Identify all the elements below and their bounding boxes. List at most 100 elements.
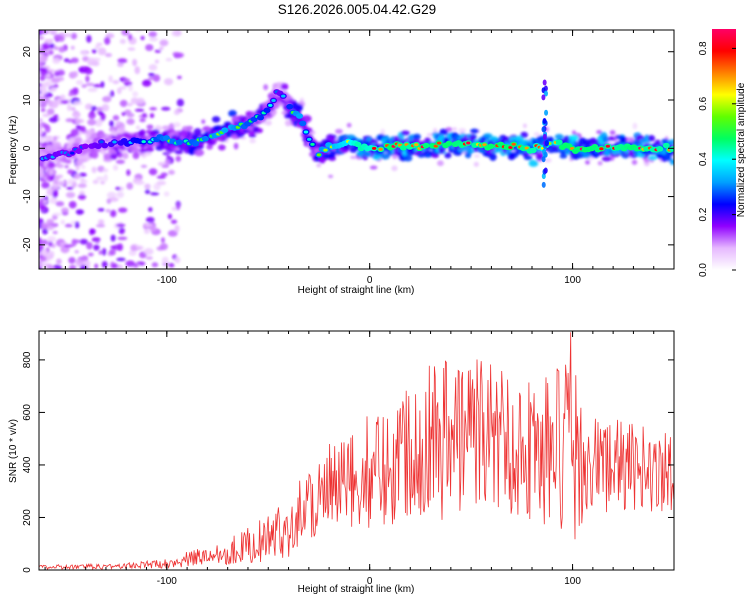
heatmap-noise-blob	[597, 161, 603, 166]
heatmap-spike-blob	[543, 151, 548, 158]
heatmap-noise-blob	[40, 249, 49, 256]
heatmap-ridge-halo	[523, 155, 533, 161]
heatmap-noise-blob	[159, 243, 168, 251]
heatmap-noise-blob	[335, 128, 343, 134]
snr-series-line	[39, 332, 674, 570]
heatmap-noise-blob	[533, 132, 540, 137]
heatmap-noise-blob	[52, 212, 62, 216]
heatmap-ridge-peak	[141, 140, 146, 144]
heatmap-noise-blob	[380, 128, 386, 136]
heatmap-noise-blob	[134, 108, 145, 112]
snr-y-label: SNR (10 * v/v)	[8, 419, 19, 483]
heatmap-ridge-cell	[662, 142, 670, 149]
heatmap-noise-blob	[134, 66, 141, 75]
colorbar-ticks: 0.0 0.2 0.4 0.6 0.8	[698, 41, 736, 277]
heatmap-noise-blob	[148, 72, 155, 77]
heatmap-noise-blob	[148, 207, 153, 212]
heatmap-noise-blob	[50, 87, 57, 92]
heatmap-noise-blob	[115, 223, 126, 228]
heatmap-ridge-halo	[439, 128, 448, 136]
heatmap-ridge-peak	[436, 141, 442, 145]
spectrogram-y-tick-label: 10	[22, 94, 33, 106]
heatmap-noise-blob	[543, 158, 552, 163]
heatmap-ridge-peak	[466, 141, 471, 145]
heatmap-noise-blob	[110, 245, 116, 249]
heatmap-noise-blob	[39, 75, 46, 81]
heatmap-noise-blob	[91, 237, 101, 242]
heatmap-noise-blob	[167, 213, 173, 220]
heatmap-noise-blob	[145, 216, 155, 223]
heatmap-noise-blob	[149, 224, 157, 232]
heatmap-noise-blob	[72, 70, 79, 78]
heatmap-noise-blob	[126, 182, 134, 190]
heatmap-noise-blob	[80, 179, 88, 184]
heatmap-noise-blob	[60, 99, 69, 104]
heatmap-ridge-halo	[444, 152, 452, 159]
heatmap-noise-blob	[148, 76, 156, 81]
spectrogram-y-tick-label: -20	[22, 237, 33, 252]
heatmap-noise-blob	[39, 255, 47, 262]
heatmap-noise-blob	[84, 67, 93, 75]
heatmap-ridge-cell	[669, 146, 674, 152]
heatmap-noise-blob	[145, 44, 154, 51]
heatmap-noise-blob	[52, 264, 62, 269]
heatmap-noise-blob	[149, 113, 155, 119]
heatmap-noise-blob	[168, 123, 175, 130]
heatmap-noise-blob	[175, 155, 182, 162]
heatmap-noise-blob	[130, 244, 137, 252]
heatmap-noise-blob	[116, 191, 124, 198]
heatmap-noise-blob	[108, 249, 116, 256]
heatmap-ridge-peak	[268, 103, 273, 107]
heatmap-noise-blob	[170, 219, 178, 225]
heatmap-noise-blob	[65, 118, 75, 123]
heatmap-noise-blob	[92, 179, 99, 185]
heatmap-noise-blob	[97, 208, 105, 212]
heatmap-ridge-halo	[602, 136, 610, 143]
heatmap-noise-blob	[135, 125, 141, 130]
spectrogram-x-tick-label: -100	[157, 275, 177, 286]
heatmap-noise-blob	[48, 169, 54, 176]
spectrogram-x-tick-label: 0	[367, 275, 373, 286]
heatmap-noise-blob	[115, 121, 120, 125]
heatmap-ridge-cell	[257, 114, 265, 121]
heatmap-noise-blob	[156, 180, 167, 186]
heatmap-ridge-peak	[605, 144, 611, 148]
heatmap-noise-blob	[88, 111, 96, 120]
heatmap-noise-blob	[91, 49, 97, 54]
heatmap-noise-blob	[149, 107, 157, 111]
heatmap-noise-blob	[116, 87, 122, 95]
snr-y-tick-label: 400	[22, 456, 33, 473]
heatmap-noise-blob	[140, 35, 145, 41]
heatmap-ridge-halo	[329, 135, 336, 143]
heatmap-ridge-halo	[146, 124, 154, 130]
heatmap-noise-blob	[57, 35, 65, 42]
heatmap-noise-blob	[60, 219, 66, 225]
heatmap-noise-blob	[49, 43, 55, 49]
heatmap-noise-blob	[436, 160, 444, 167]
heatmap-noise-blob	[50, 30, 58, 33]
heatmap-noise-blob	[171, 30, 177, 36]
heatmap-noise-blob	[65, 181, 74, 185]
heatmap-noise-blob	[70, 45, 75, 50]
heatmap-ridge-cell	[81, 143, 89, 150]
heatmap-noise-blob	[158, 46, 164, 51]
heatmap-ridge-cell	[656, 146, 664, 152]
snr-x-tick-label: 0	[367, 576, 373, 587]
heatmap-noise-blob	[39, 36, 45, 40]
heatmap-noise-blob	[52, 135, 58, 142]
heatmap-noise-blob	[77, 183, 87, 188]
heatmap-ridge-halo	[417, 153, 426, 158]
heatmap-noise-blob	[53, 114, 59, 119]
heatmap-noise-blob	[629, 137, 635, 143]
heatmap-ridge-cell	[263, 107, 271, 114]
heatmap-noise-blob	[140, 164, 148, 168]
heatmap-ridge-halo	[489, 153, 497, 161]
heatmap-noise-blob	[126, 102, 133, 107]
heatmap-spike-blob	[541, 181, 546, 188]
heatmap-noise-blob	[41, 87, 48, 95]
heatmap-noise-blob	[121, 111, 126, 116]
heatmap-ridge-halo	[470, 128, 480, 134]
heatmap-ridge-halo	[329, 150, 337, 157]
heatmap-noise-blob	[154, 59, 160, 64]
